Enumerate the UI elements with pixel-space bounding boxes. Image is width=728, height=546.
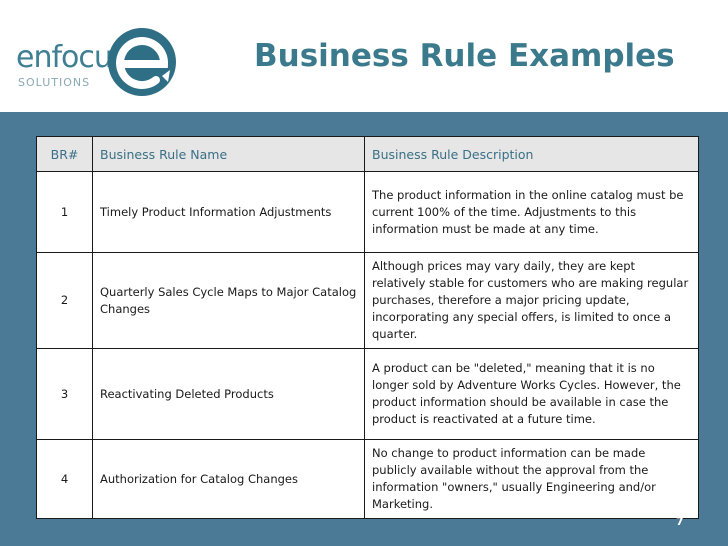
header-br-number: BR# — [36, 136, 93, 172]
rule-number: 1 — [36, 171, 93, 253]
slide-header: enfocus SOLUTIONS Business Rule Examples — [0, 0, 728, 112]
rule-description: Although prices may vary daily, they are… — [364, 252, 699, 349]
rule-description: The product information in the online ca… — [364, 171, 699, 253]
header-rule-description: Business Rule Description — [364, 136, 699, 172]
rule-name: Authorization for Catalog Changes — [92, 439, 365, 519]
logo-subtitle: SOLUTIONS — [18, 76, 91, 89]
slide-title: Business Rule Examples — [254, 38, 675, 74]
table-row: 1 Timely Product Information Adjustments… — [36, 171, 699, 253]
rule-description: No change to product information can be … — [364, 439, 699, 519]
table-header-row: BR# Business Rule Name Business Rule Des… — [36, 136, 699, 172]
table-row: 2 Quarterly Sales Cycle Maps to Major Ca… — [36, 252, 699, 349]
enfocus-e-logo-icon — [108, 28, 176, 96]
page-number: 7 — [676, 515, 684, 528]
rule-number: 4 — [36, 439, 93, 519]
business-rules-table: BR# Business Rule Name Business Rule Des… — [36, 136, 699, 519]
rule-number: 3 — [36, 348, 93, 440]
rule-description: A product can be "deleted," meaning that… — [364, 348, 699, 440]
rule-name: Timely Product Information Adjustments — [92, 171, 365, 253]
table-row: 3 Reactivating Deleted Products A produc… — [36, 348, 699, 440]
rule-name: Quarterly Sales Cycle Maps to Major Cata… — [92, 252, 365, 349]
table-row: 4 Authorization for Catalog Changes No c… — [36, 439, 699, 519]
enfocus-logo: enfocus SOLUTIONS — [14, 22, 176, 100]
rule-name: Reactivating Deleted Products — [92, 348, 365, 440]
rule-number: 2 — [36, 252, 93, 349]
header-rule-name: Business Rule Name — [92, 136, 365, 172]
